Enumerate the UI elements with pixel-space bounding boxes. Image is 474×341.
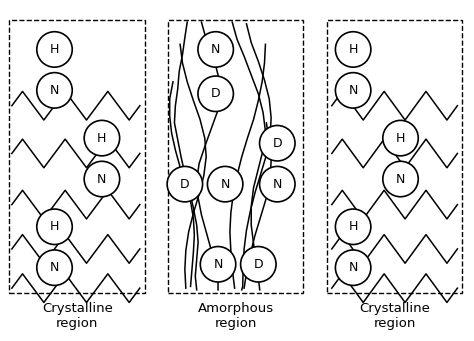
Ellipse shape <box>167 166 202 202</box>
Ellipse shape <box>383 161 418 197</box>
Ellipse shape <box>241 247 276 282</box>
Ellipse shape <box>336 32 371 67</box>
Text: H: H <box>348 220 358 233</box>
Text: N: N <box>348 84 358 97</box>
Ellipse shape <box>37 32 72 67</box>
Text: N: N <box>348 261 358 274</box>
Text: N: N <box>50 261 59 274</box>
Ellipse shape <box>198 76 233 112</box>
Text: D: D <box>273 137 282 150</box>
Ellipse shape <box>84 120 119 156</box>
Ellipse shape <box>336 73 371 108</box>
Ellipse shape <box>198 32 233 67</box>
Ellipse shape <box>336 250 371 285</box>
Ellipse shape <box>260 166 295 202</box>
Ellipse shape <box>208 166 243 202</box>
Text: H: H <box>50 43 59 56</box>
Text: N: N <box>213 258 223 271</box>
Text: Crystalline
region: Crystalline region <box>359 302 430 330</box>
Text: D: D <box>211 87 220 100</box>
Text: D: D <box>180 178 190 191</box>
Text: Crystalline
region: Crystalline region <box>42 302 113 330</box>
Ellipse shape <box>383 120 418 156</box>
Ellipse shape <box>336 209 371 244</box>
Text: H: H <box>50 220 59 233</box>
Bar <box>168 20 303 293</box>
Ellipse shape <box>37 250 72 285</box>
Ellipse shape <box>84 161 119 197</box>
Text: N: N <box>97 173 107 186</box>
Ellipse shape <box>201 247 236 282</box>
Text: N: N <box>211 43 220 56</box>
Ellipse shape <box>37 73 72 108</box>
Text: N: N <box>273 178 282 191</box>
Ellipse shape <box>260 125 295 161</box>
Text: Amorphous
region: Amorphous region <box>198 302 274 330</box>
Ellipse shape <box>37 209 72 244</box>
Text: D: D <box>254 258 263 271</box>
Bar <box>327 20 462 293</box>
Text: N: N <box>396 173 405 186</box>
Text: H: H <box>396 132 405 145</box>
Text: N: N <box>50 84 59 97</box>
Bar <box>9 20 145 293</box>
Text: N: N <box>220 178 230 191</box>
Text: H: H <box>348 43 358 56</box>
Text: H: H <box>97 132 107 145</box>
